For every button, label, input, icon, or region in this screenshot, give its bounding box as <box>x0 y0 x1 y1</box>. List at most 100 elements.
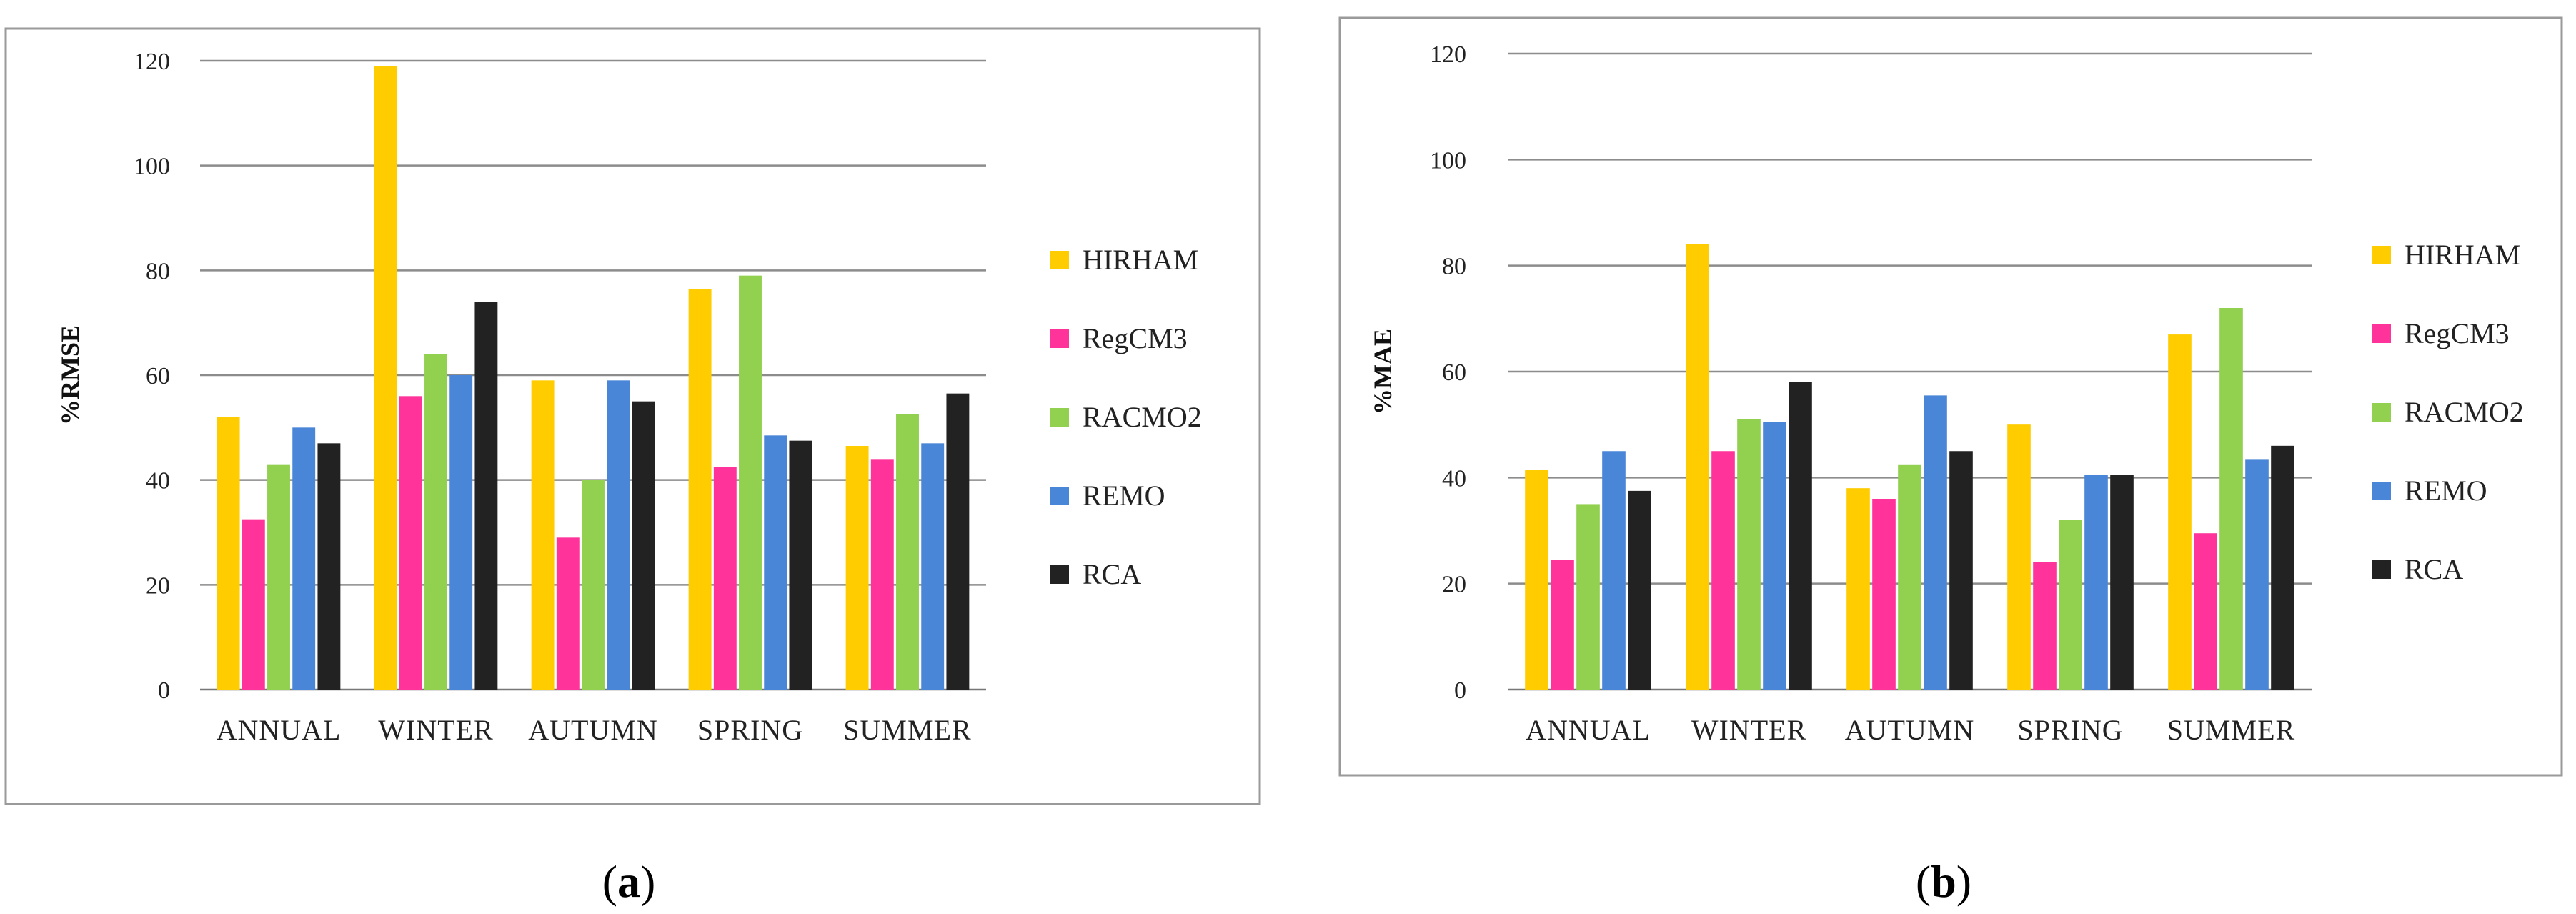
x-tick-label: AUTUMN <box>528 714 658 746</box>
x-tick-label: ANNUAL <box>217 714 342 746</box>
legend-swatch-regcm3 <box>1050 329 1069 348</box>
bar-remo-summer <box>921 443 945 690</box>
bar-regcm3-annual <box>1551 560 1574 690</box>
bar-hirham-summer <box>845 446 869 690</box>
y-tick-label: 40 <box>146 468 170 495</box>
bar-regcm3-winter <box>399 396 422 690</box>
bar-regcm3-summer <box>870 459 894 690</box>
legend-swatch-rca <box>1050 565 1069 584</box>
bar-racmo2-spring <box>2059 520 2082 690</box>
bar-hirham-winter <box>1686 244 1709 690</box>
bar-racmo2-winter <box>424 354 447 690</box>
bar-remo-annual <box>1602 451 1626 690</box>
chart-b: 0 20 40 60 80 100 120 %MAE ANNUAL WINTER AUTUMN SPR… <box>1338 16 2563 907</box>
bar-rca-spring <box>2110 475 2134 690</box>
bar-regcm3-annual <box>242 519 265 690</box>
y-tick-label: 100 <box>1430 147 1466 174</box>
y-tick-label: 0 <box>1454 677 1466 704</box>
bar-rca-autumn <box>632 401 655 690</box>
y-tick-label: 60 <box>1442 359 1466 386</box>
bar-racmo2-spring <box>739 275 762 690</box>
bar-remo-autumn <box>607 380 630 690</box>
bar-hirham-autumn <box>1846 488 1870 690</box>
bar-racmo2-annual <box>1576 504 1600 690</box>
bar-remo-annual <box>292 427 316 690</box>
bar-rca-spring <box>789 440 812 690</box>
y-tick-label: 120 <box>1430 41 1466 68</box>
y-axis-label: %MAE <box>1368 329 1397 414</box>
legend-label-racmo2: RACMO2 <box>2405 396 2524 428</box>
legend-label-remo: REMO <box>1083 480 1165 512</box>
bar-regcm3-winter <box>1711 451 1735 690</box>
x-tick-label: SPRING <box>697 714 803 746</box>
bar-hirham-annual <box>217 417 240 690</box>
bar-regcm3-spring <box>713 467 737 690</box>
legend-swatch-hirham <box>2372 246 2391 264</box>
bar-remo-winter <box>449 375 473 690</box>
legend-swatch-regcm3 <box>2372 324 2391 343</box>
bar-remo-summer <box>2245 459 2269 690</box>
x-tick-label: AUTUMN <box>1845 714 1975 746</box>
bar-rca-summer <box>946 393 970 690</box>
chart-a: 0 20 40 60 80 100 120 %RMSE ANNUAL WINTER AUTUMN SP… <box>4 27 1261 907</box>
bar-hirham-spring <box>688 289 712 690</box>
bar-remo-winter <box>1763 422 1786 690</box>
bar-hirham-spring <box>2007 424 2031 690</box>
bar-hirham-annual <box>1525 470 1548 690</box>
bar-regcm3-spring <box>2033 562 2057 690</box>
legend-label-rca: RCA <box>1083 558 1141 590</box>
bar-regcm3-autumn <box>1872 499 1896 690</box>
bar-racmo2-winter <box>1737 419 1761 690</box>
bar-hirham-winter <box>374 66 397 690</box>
y-tick-label: 40 <box>1442 465 1466 492</box>
bar-rca-annual <box>317 443 341 690</box>
legend-label-hirham: HIRHAM <box>2405 239 2520 271</box>
y-tick-label: 100 <box>134 154 170 180</box>
x-tick-label: WINTER <box>378 714 494 746</box>
bar-rca-autumn <box>1949 451 1973 690</box>
y-tick-label: 80 <box>1442 254 1466 280</box>
y-tick-label: 80 <box>146 258 170 284</box>
bar-rca-winter <box>474 302 498 690</box>
bar-hirham-autumn <box>531 380 555 690</box>
x-tick-label: WINTER <box>1691 714 1807 746</box>
y-tick-label: 0 <box>158 677 170 704</box>
legend-label-regcm3: RegCM3 <box>2405 317 2510 349</box>
legend-label-hirham: HIRHAM <box>1083 244 1198 276</box>
legend-label-remo: REMO <box>2405 475 2487 507</box>
bar-racmo2-autumn <box>582 480 605 690</box>
legend-swatch-rca <box>2372 560 2391 579</box>
bar-rca-annual <box>1628 490 1651 690</box>
bar-remo-autumn <box>1924 395 1947 690</box>
y-axis-label: %RMSE <box>56 325 84 425</box>
bar-remo-spring <box>2084 475 2108 690</box>
bar-regcm3-autumn <box>556 537 580 690</box>
legend-swatch-hirham <box>1050 251 1069 269</box>
bar-remo-spring <box>764 435 787 690</box>
x-tick-label: ANNUAL <box>1526 714 1651 746</box>
bar-racmo2-summer <box>2219 308 2243 690</box>
y-tick-label: 120 <box>134 49 170 75</box>
legend-swatch-remo <box>1050 487 1069 505</box>
bar-racmo2-summer <box>896 414 919 690</box>
legend-label-racmo2: RACMO2 <box>1083 401 1202 433</box>
panel-label: (b) <box>1916 856 1971 907</box>
bar-hirham-summer <box>2168 334 2192 690</box>
bar-racmo2-annual <box>267 464 290 690</box>
legend-swatch-remo <box>2372 482 2391 500</box>
y-tick-label: 60 <box>146 363 170 389</box>
legend-label-regcm3: RegCM3 <box>1083 322 1188 354</box>
x-tick-label: SUMMER <box>2167 714 2295 746</box>
bar-rca-summer <box>2271 445 2294 690</box>
y-tick-label: 20 <box>146 572 170 599</box>
bar-rca-winter <box>1789 382 1812 690</box>
bar-racmo2-autumn <box>1898 464 1921 690</box>
legend-label-rca: RCA <box>2405 553 2463 585</box>
y-tick-label: 20 <box>1442 572 1466 598</box>
legend-swatch-racmo2 <box>2372 403 2391 422</box>
legend-swatch-racmo2 <box>1050 408 1069 427</box>
bar-regcm3-summer <box>2194 533 2217 690</box>
panel-label: (a) <box>602 856 656 907</box>
x-tick-label: SPRING <box>2017 714 2123 746</box>
